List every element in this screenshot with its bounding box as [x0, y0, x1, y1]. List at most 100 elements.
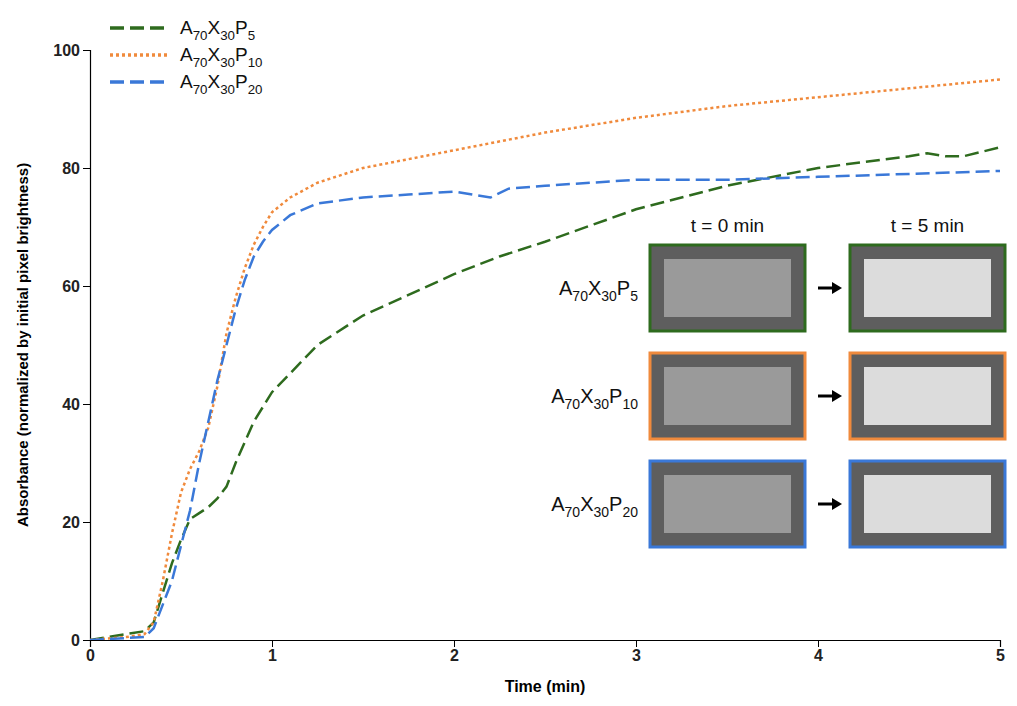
text-part: P [617, 277, 630, 299]
tick-mark [83, 404, 90, 405]
tick-mark [454, 640, 455, 647]
tick-mark [272, 640, 273, 647]
photo-frame [650, 461, 805, 547]
subscript: 30 [601, 288, 617, 304]
annotation: t = 0 min [691, 215, 764, 236]
text-part: X [207, 17, 220, 38]
tick: 100 [53, 42, 90, 59]
tick: 80 [62, 160, 90, 177]
text-part: A [180, 71, 193, 92]
text-part: X [580, 385, 593, 407]
tick: 0 [71, 632, 90, 649]
tick-label: 4 [814, 647, 823, 664]
text-part: P [235, 44, 248, 65]
tick: 5 [996, 640, 1005, 664]
tick-label: 0 [86, 647, 95, 664]
legend-label: A70X30P5 [180, 17, 255, 43]
tick-label: 2 [450, 647, 459, 664]
subscript: 30 [220, 82, 235, 97]
inset-row-label: A70X30P10 [551, 385, 638, 412]
subscript: 30 [594, 504, 610, 520]
tick-mark [83, 50, 90, 51]
tick-label: 40 [62, 396, 80, 413]
y-axis-title: Absorbance (normalized by initial pixel … [14, 163, 31, 527]
subscript: 70 [193, 82, 208, 97]
arrow-head [832, 282, 842, 294]
tick-label: 20 [62, 514, 80, 531]
photo-sample [664, 367, 791, 425]
inset-row-label: A70X30P5 [559, 277, 638, 304]
subscript: 70 [572, 288, 588, 304]
arrow-shaft [818, 395, 832, 398]
text-part: A [559, 277, 573, 299]
tick-mark [83, 640, 90, 641]
tick-label: 5 [996, 647, 1005, 664]
tick: 20 [62, 514, 90, 531]
subscript: 30 [220, 55, 235, 70]
tick-mark [636, 640, 637, 647]
tick-mark [818, 640, 819, 647]
legend-swatch [110, 26, 168, 30]
subscript: 5 [248, 28, 255, 43]
inset-row-label: A70X30P20 [551, 493, 638, 520]
tick: 40 [62, 396, 90, 413]
photo-frame [650, 353, 805, 439]
legend-label: A70X30P10 [180, 44, 262, 70]
tick: 2 [450, 640, 459, 664]
arrow-head [832, 390, 842, 402]
chart: 0 1 2 3 4 5 0 20 40 60 80 100 Time (min) Absorbance (… [0, 0, 1017, 706]
legend-swatch [110, 80, 168, 84]
photo-sample [864, 367, 991, 425]
subscript: 70 [193, 55, 208, 70]
text-part: X [588, 277, 601, 299]
text-part: A [180, 44, 193, 65]
tick-label: 0 [71, 632, 80, 649]
tick-label: 80 [62, 160, 80, 177]
text-part: X [207, 71, 220, 92]
tick-mark [83, 168, 90, 169]
tick-label: 1 [268, 647, 277, 664]
subscript: 70 [565, 396, 581, 412]
photo-sample [864, 259, 991, 317]
photo-sample [864, 475, 991, 533]
axis-line [83, 51, 91, 641]
annotation: t = 5 min [891, 215, 964, 236]
arrow-shaft [818, 503, 832, 506]
tick: 1 [268, 640, 277, 664]
x-axis: 0 1 2 3 4 5 [86, 640, 1005, 664]
legend-label: A70X30P20 [180, 71, 262, 97]
photo-frame [650, 245, 805, 331]
tick-label: 60 [62, 278, 80, 295]
tick-mark [1000, 640, 1001, 647]
tick-label: 3 [632, 647, 641, 664]
arrow-head [832, 498, 842, 510]
photo-sample [664, 259, 791, 317]
inset: t = 0 mint = 5 minA70X30P5A70X30P10A70X3… [551, 215, 1005, 547]
text-part: A [551, 493, 565, 515]
tick: 4 [814, 640, 823, 664]
text-part: P [235, 71, 248, 92]
arrow-shaft [818, 287, 832, 290]
tick-label: 100 [53, 42, 80, 59]
tick-mark [83, 522, 90, 523]
tick: 3 [632, 640, 641, 664]
text-part: X [207, 44, 220, 65]
tick: 60 [62, 278, 90, 295]
subscript: 70 [193, 28, 208, 43]
text-part: P [609, 493, 622, 515]
subscript: 20 [248, 82, 263, 97]
subscript: 5 [630, 288, 638, 304]
axis-line [91, 641, 1001, 648]
subscript: 10 [622, 396, 638, 412]
tick: 0 [86, 640, 95, 664]
text-part: A [180, 17, 193, 38]
legend: A70X30P5A70X30P10A70X30P20 [110, 17, 262, 97]
x-axis-title: Time (min) [505, 678, 586, 695]
photo-frame [850, 353, 1005, 439]
subscript: 10 [248, 55, 263, 70]
subscript: 70 [565, 504, 581, 520]
text-part: X [580, 493, 593, 515]
photo-frame [850, 245, 1005, 331]
text-part: P [235, 17, 248, 38]
text-part: P [609, 385, 622, 407]
